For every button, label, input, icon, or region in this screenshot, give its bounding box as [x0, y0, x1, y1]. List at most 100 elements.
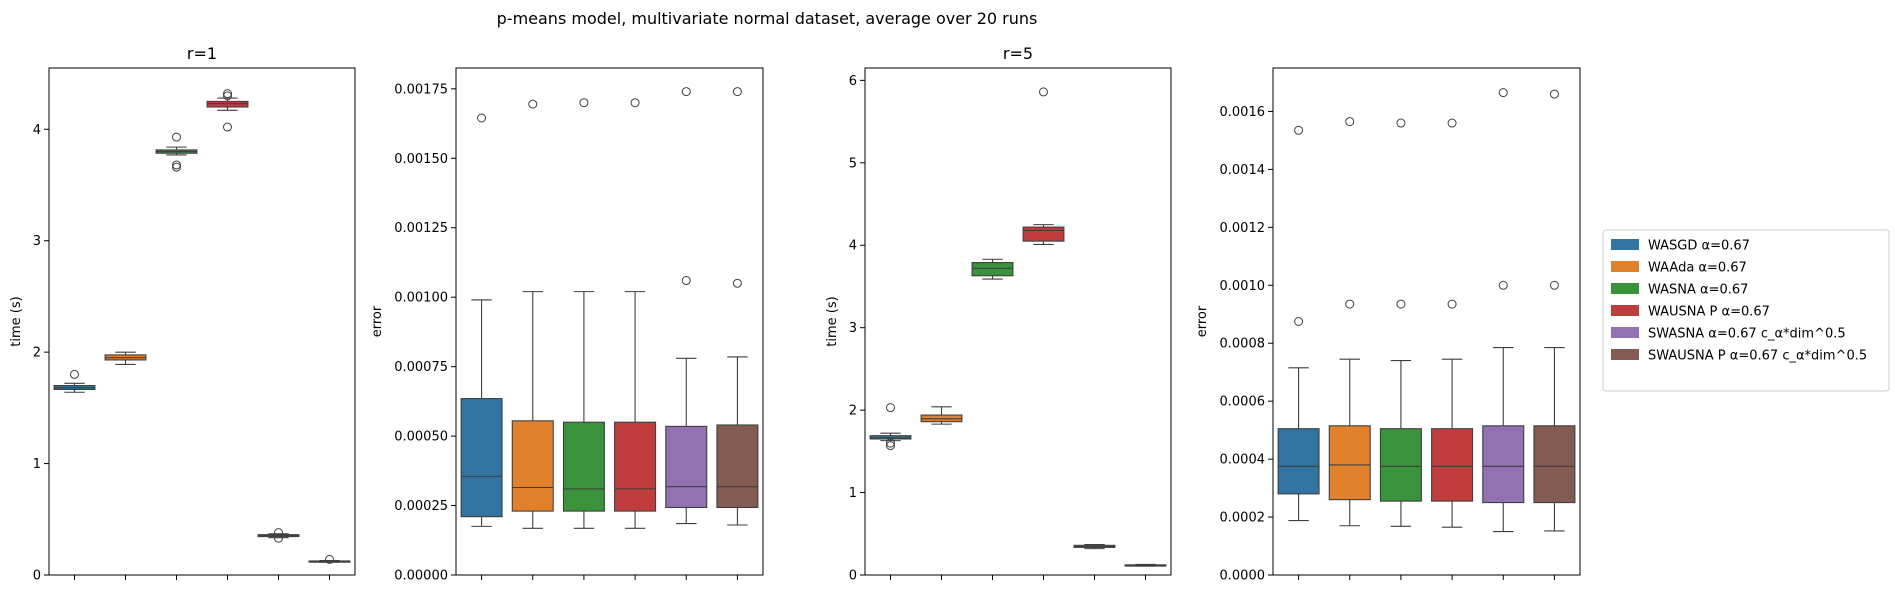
outlier-point — [274, 533, 283, 543]
y-tick-label: 0 — [33, 569, 41, 584]
box-4 — [206, 89, 249, 132]
box-iqr — [614, 421, 657, 512]
y-tick-label: 0.0000 — [1220, 569, 1266, 584]
box-2 — [104, 351, 147, 365]
panel-time-r5: r=5 time (s) 0 1 2 3 4 5 6 — [825, 44, 1172, 584]
y-tick-label: 3 — [849, 321, 857, 336]
outlier-point — [172, 160, 181, 170]
box-4 — [614, 98, 657, 529]
axes-frame — [1272, 67, 1581, 576]
y-tick-label: 0.00025 — [394, 499, 448, 514]
outlier-point — [732, 87, 742, 97]
legend-swatch — [1611, 283, 1639, 294]
legend-swatch — [1611, 327, 1639, 338]
y-axis-label: error — [370, 305, 385, 337]
y-tick-label: 0.00000 — [394, 569, 448, 584]
box-3 — [971, 258, 1014, 280]
axes-frame — [455, 67, 764, 576]
panel-title: r=1 — [187, 44, 217, 63]
box-3 — [562, 98, 605, 529]
outlier-point — [1549, 280, 1559, 290]
outlier-point — [1294, 317, 1304, 326]
y-tick-label: 0.0014 — [1220, 163, 1266, 178]
legend-entries: WASGD α=0.67 WAAda α=0.67 WASNA α=0.67 WAUS… — [1611, 239, 1867, 364]
legend-label: SWASNA α=0.67 c_α*dim^0.5 — [1648, 327, 1846, 342]
panel-title: r=5 — [1003, 44, 1033, 63]
box-2 — [1328, 117, 1371, 527]
y-tick-label: 0.0008 — [1220, 337, 1266, 352]
box-iqr — [1277, 428, 1320, 495]
legend-label: SWAUSNA P α=0.67 c_α*dim^0.5 — [1648, 349, 1867, 364]
y-tick-label: 0.0002 — [1220, 511, 1266, 526]
outlier-point — [886, 438, 895, 448]
y-tick-label: 0.00100 — [394, 291, 448, 306]
y-tick-label: 0.0004 — [1220, 453, 1266, 468]
legend-swatch — [1611, 349, 1639, 360]
box-1 — [869, 403, 912, 451]
outlier-point — [172, 132, 181, 142]
outlier-point — [274, 528, 283, 538]
y-tick-label: 0.0012 — [1220, 221, 1266, 236]
axes-frame — [864, 67, 1172, 576]
outlier-point — [1396, 299, 1406, 309]
y-tick-label: 2 — [849, 404, 857, 419]
legend: WASGD α=0.67 WAAda α=0.67 WASNA α=0.67 WAUS… — [1602, 229, 1890, 392]
legend-swatch — [1611, 305, 1639, 316]
box-2 — [920, 406, 963, 425]
box-5 — [1073, 543, 1116, 550]
box-4 — [1431, 118, 1474, 528]
box-6 — [1533, 89, 1576, 532]
panel-time-r1: r=1 time (s) 0 1 2 3 4 — [9, 44, 356, 584]
outlier-point — [886, 403, 895, 413]
legend-label: WASGD α=0.67 — [1648, 239, 1750, 254]
outlier-point — [1396, 118, 1406, 128]
y-tick-label: 0.00125 — [394, 221, 448, 236]
outlier-point — [681, 276, 691, 286]
outlier-point — [579, 98, 589, 108]
outlier-point — [172, 162, 181, 172]
box-iqr — [562, 421, 605, 512]
outlier-point — [70, 369, 79, 379]
y-tick-label: 3 — [33, 234, 41, 249]
y-tick-label: 0 — [849, 569, 857, 584]
panel-error-r1: error 0.00000 0.00025 0.00050 0.00075 0.00100… — [370, 67, 764, 584]
y-tick-label: 0.00075 — [394, 360, 448, 375]
box-6 — [1124, 563, 1167, 567]
outlier-point — [325, 554, 334, 564]
y-tick-label: 0.0006 — [1220, 395, 1266, 410]
box-4 — [1022, 87, 1065, 245]
box-iqr — [1379, 428, 1422, 502]
box-iqr — [716, 424, 759, 509]
y-tick-label: 0.00175 — [394, 82, 448, 97]
y-tick-label: 0.00150 — [394, 152, 448, 167]
outlier-point — [528, 99, 538, 109]
box-1 — [53, 369, 96, 393]
legend-label: WAUSNA P α=0.67 — [1648, 305, 1770, 320]
box-3 — [1379, 118, 1422, 527]
outlier-point — [1447, 299, 1457, 309]
box-iqr — [1431, 428, 1474, 502]
box-iqr — [511, 420, 554, 512]
box-5 — [257, 528, 300, 543]
y-axis-label: time (s) — [825, 296, 840, 346]
box-iqr — [1328, 425, 1371, 501]
y-tick-label: 5 — [849, 156, 857, 171]
outlier-point — [681, 87, 691, 97]
outlier-point — [477, 113, 487, 123]
outlier-point — [1345, 299, 1355, 309]
box-6 — [308, 554, 351, 564]
y-tick-label: 4 — [33, 123, 41, 138]
box-iqr — [665, 425, 708, 509]
box-5 — [1482, 88, 1525, 533]
axes-frame — [48, 67, 356, 576]
figure-suptitle: p-means model, multivariate normal datas… — [497, 9, 1038, 28]
legend-label: WASNA α=0.67 — [1648, 283, 1748, 298]
panel-error-r5: error 0.0000 0.0002 0.0004 0.0006 0.0008 0.001… — [1195, 67, 1581, 584]
box-iqr — [1533, 425, 1576, 504]
outlier-point — [1447, 118, 1457, 128]
y-tick-label: 0.0010 — [1220, 279, 1266, 294]
outlier-point — [1549, 89, 1559, 99]
box-3 — [155, 132, 198, 172]
y-tick-label: 0.0016 — [1220, 105, 1266, 120]
